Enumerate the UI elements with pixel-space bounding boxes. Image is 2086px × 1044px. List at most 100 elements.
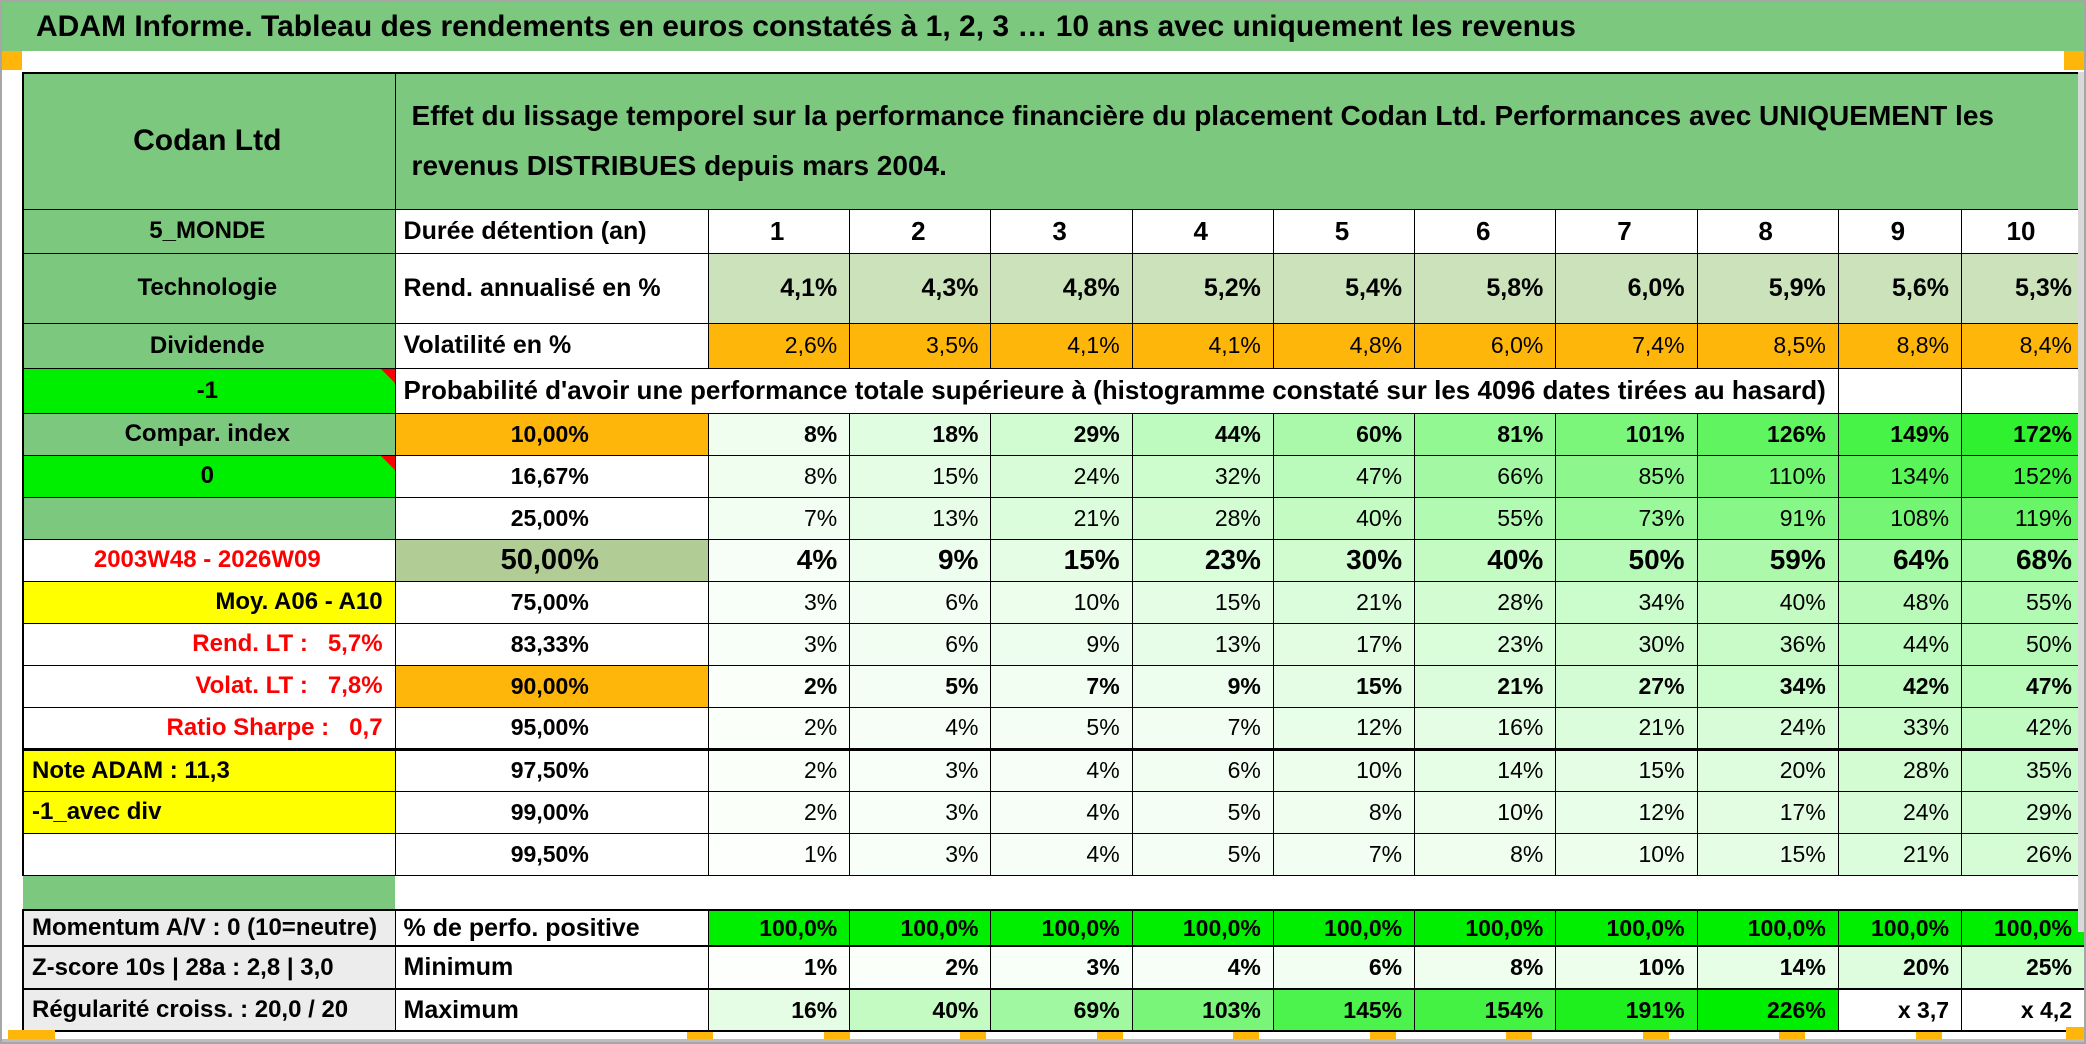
year-header-cell[interactable]: 6 <box>1414 208 1557 254</box>
value-cell[interactable]: 21% <box>1837 832 1963 876</box>
value-cell[interactable]: 23% <box>1131 538 1274 582</box>
value-cell[interactable]: 152% <box>1961 454 2086 498</box>
year-header-cell[interactable]: 2 <box>849 208 992 254</box>
value-cell[interactable]: 28% <box>1414 580 1557 624</box>
value-cell[interactable]: 32% <box>1131 454 1274 498</box>
value-cell[interactable]: 154% <box>1414 988 1557 1032</box>
percentile-label-cell[interactable]: 16,67% <box>394 454 710 498</box>
value-cell[interactable]: 5% <box>849 664 992 708</box>
row-label-cell[interactable] <box>21 832 396 876</box>
row-label-cell[interactable]: 2003W48 - 2026W09 <box>21 538 396 582</box>
value-cell[interactable]: 8% <box>708 454 851 498</box>
value-cell[interactable]: 4% <box>708 538 851 582</box>
value-cell[interactable]: 3% <box>849 748 992 792</box>
value-cell[interactable]: 36% <box>1696 622 1839 666</box>
row-label-cell[interactable]: Z-score 10s | 28a : 2,8 | 3,0 <box>21 945 396 990</box>
value-cell[interactable]: 8,5% <box>1696 322 1839 369</box>
value-cell[interactable]: 4% <box>1131 945 1274 990</box>
value-cell[interactable]: 4,3% <box>849 252 992 324</box>
value-cell[interactable]: x 4,2 <box>1961 988 2086 1032</box>
value-cell[interactable]: 100,0% <box>849 909 992 947</box>
value-cell[interactable]: 1% <box>708 945 851 990</box>
value-cell[interactable]: 8% <box>1414 945 1557 990</box>
value-cell[interactable]: 126% <box>1696 412 1839 456</box>
value-cell[interactable]: 34% <box>1696 664 1839 708</box>
value-cell[interactable]: 73% <box>1555 496 1698 540</box>
row-label-cell[interactable]: -1 <box>21 367 396 414</box>
value-cell[interactable]: 60% <box>1272 412 1416 456</box>
value-cell[interactable]: 100,0% <box>708 909 851 947</box>
value-cell[interactable]: 110% <box>1696 454 1839 498</box>
metric-label-cell[interactable]: Volatilité en % <box>394 322 710 369</box>
value-cell[interactable]: 9% <box>849 538 992 582</box>
value-cell[interactable]: 100,0% <box>1961 909 2086 947</box>
value-cell[interactable]: 47% <box>1961 664 2086 708</box>
value-cell[interactable]: 6,0% <box>1555 252 1698 324</box>
row-label-cell[interactable]: Note ADAM : 11,3 <box>21 748 396 792</box>
value-cell[interactable]: 5,6% <box>1837 252 1963 324</box>
value-cell[interactable]: 8% <box>1414 832 1557 876</box>
value-cell[interactable]: 100,0% <box>1414 909 1557 947</box>
value-cell[interactable]: 100,0% <box>1131 909 1274 947</box>
value-cell[interactable]: 40% <box>1696 580 1839 624</box>
row-label-cell[interactable]: 5_MONDE <box>21 208 396 254</box>
value-cell[interactable]: 59% <box>1696 538 1839 582</box>
value-cell[interactable]: 100,0% <box>990 909 1133 947</box>
percentile-label-cell[interactable]: 50,00% <box>394 538 710 582</box>
value-cell[interactable]: 3% <box>849 790 992 834</box>
value-cell[interactable]: 44% <box>1131 412 1274 456</box>
value-cell[interactable]: 7,4% <box>1555 322 1698 369</box>
value-cell[interactable]: 25% <box>1961 945 2086 990</box>
value-cell[interactable]: 3% <box>708 580 851 624</box>
value-cell[interactable]: 28% <box>1131 496 1274 540</box>
value-cell[interactable]: 33% <box>1837 706 1963 751</box>
value-cell[interactable]: 2,6% <box>708 322 851 369</box>
value-cell[interactable]: 101% <box>1555 412 1698 456</box>
value-cell[interactable]: 48% <box>1837 580 1963 624</box>
value-cell[interactable]: 6% <box>1131 748 1274 792</box>
value-cell[interactable]: 16% <box>708 988 851 1032</box>
value-cell[interactable]: 91% <box>1696 496 1839 540</box>
value-cell[interactable]: 3% <box>990 945 1133 990</box>
value-cell[interactable]: 24% <box>1696 706 1839 751</box>
value-cell[interactable]: 7% <box>1131 706 1274 751</box>
value-cell[interactable]: 34% <box>1555 580 1698 624</box>
value-cell[interactable]: 7% <box>708 496 851 540</box>
row-label-cell[interactable]: Compar. index <box>21 412 396 456</box>
percentile-label-cell[interactable]: 90,00% <box>394 664 710 708</box>
year-header-cell[interactable]: 9 <box>1837 208 1963 254</box>
value-cell[interactable]: 100,0% <box>1555 909 1698 947</box>
value-cell[interactable]: 10% <box>1272 748 1416 792</box>
value-cell[interactable]: 149% <box>1837 412 1963 456</box>
value-cell[interactable]: 2% <box>708 790 851 834</box>
percentile-label-cell[interactable]: 83,33% <box>394 622 710 666</box>
percentile-label-cell[interactable]: 25,00% <box>394 496 710 540</box>
metric-label-cell[interactable]: Maximum <box>394 988 710 1032</box>
value-cell[interactable]: 20% <box>1837 945 1963 990</box>
value-cell[interactable]: 4,1% <box>990 322 1133 369</box>
value-cell[interactable]: 7% <box>1272 832 1416 876</box>
value-cell[interactable]: 3% <box>849 832 992 876</box>
value-cell[interactable]: 21% <box>1272 580 1416 624</box>
cell-fund-name[interactable]: Codan Ltd <box>21 72 396 210</box>
year-header-cell[interactable]: 7 <box>1555 208 1698 254</box>
value-cell[interactable]: 6,0% <box>1414 322 1557 369</box>
value-cell[interactable]: 13% <box>1131 622 1274 666</box>
value-cell[interactable]: 6% <box>1272 945 1416 990</box>
percentile-label-cell[interactable]: 95,00% <box>394 706 710 751</box>
value-cell[interactable]: 64% <box>1837 538 1963 582</box>
value-cell[interactable]: 108% <box>1837 496 1963 540</box>
percentile-label-cell[interactable]: 99,00% <box>394 790 710 834</box>
value-cell[interactable]: 172% <box>1961 412 2086 456</box>
value-cell[interactable]: 68% <box>1961 538 2086 582</box>
row-label-cell[interactable] <box>21 496 396 540</box>
value-cell[interactable]: 15% <box>1272 664 1416 708</box>
value-cell[interactable]: 15% <box>849 454 992 498</box>
value-cell[interactable]: 55% <box>1961 580 2086 624</box>
value-cell[interactable]: 100,0% <box>1837 909 1963 947</box>
value-cell[interactable]: 27% <box>1555 664 1698 708</box>
value-cell[interactable]: 35% <box>1961 748 2086 792</box>
value-cell[interactable]: 10% <box>990 580 1133 624</box>
percentile-label-cell[interactable]: 99,50% <box>394 832 710 876</box>
value-cell[interactable]: 134% <box>1837 454 1963 498</box>
